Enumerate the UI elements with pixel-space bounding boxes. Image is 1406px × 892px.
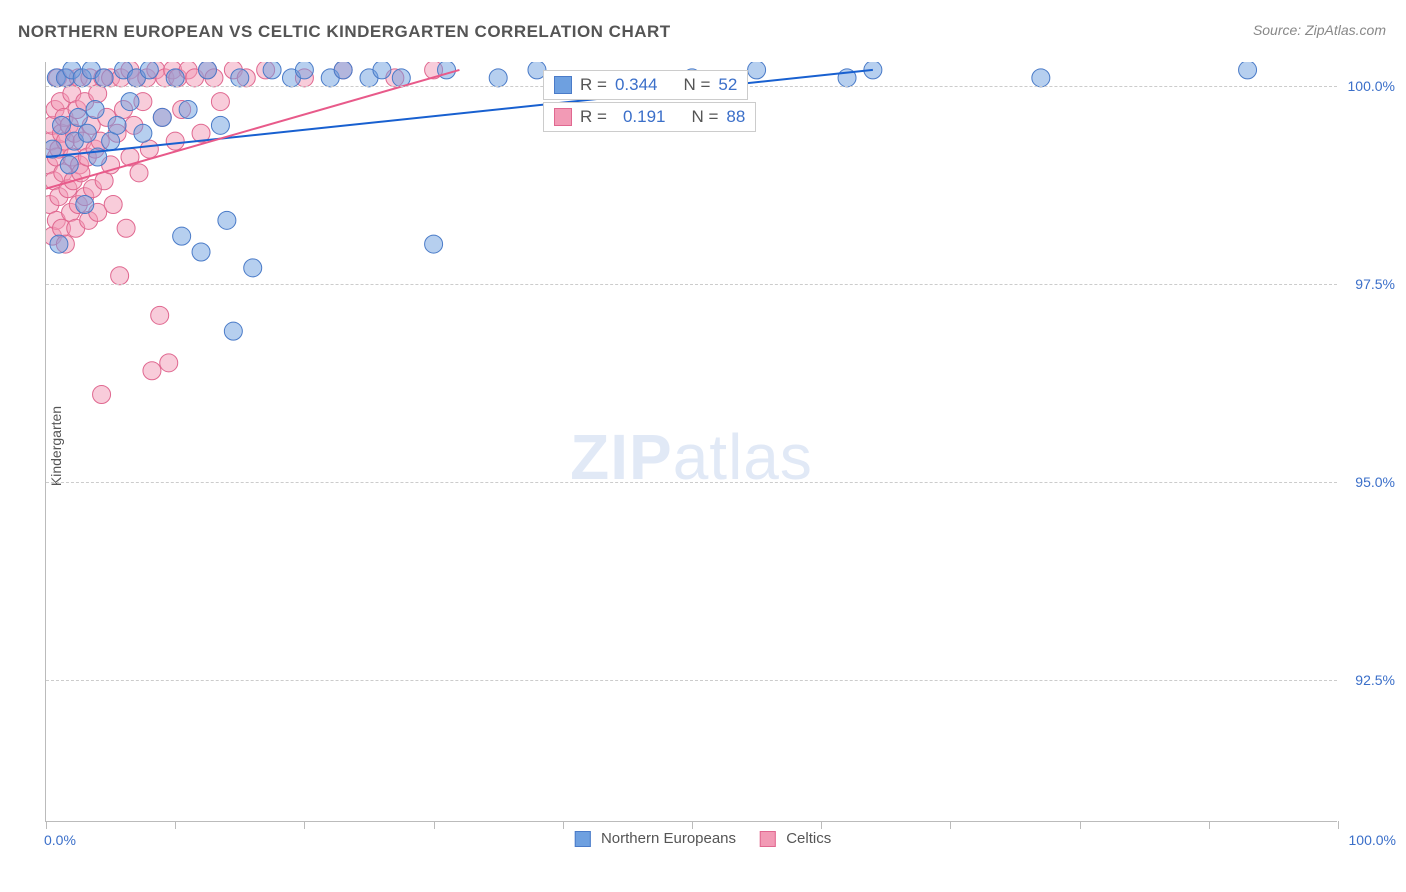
n-value: 52 [718, 75, 737, 95]
r-label: R = [580, 75, 607, 95]
data-point [160, 354, 178, 372]
y-tick-label: 92.5% [1355, 672, 1395, 688]
data-point [140, 62, 158, 79]
legend-swatch-blue [554, 76, 572, 94]
data-point [117, 219, 135, 237]
data-point [140, 140, 158, 158]
y-tick-label: 100.0% [1348, 78, 1395, 94]
gridline [46, 284, 1337, 285]
data-point [95, 69, 113, 87]
stats-box-series1: R = 0.344 N = 52 [543, 70, 748, 100]
data-point [53, 116, 71, 134]
trend-line [46, 70, 459, 189]
data-point [224, 322, 242, 340]
chart-container: NORTHERN EUROPEAN VS CELTIC KINDERGARTEN… [0, 0, 1406, 892]
x-tick [821, 821, 822, 829]
data-point [1032, 69, 1050, 87]
n-value: 88 [726, 107, 745, 127]
data-point [166, 132, 184, 150]
data-point [425, 235, 443, 253]
x-axis-min-label: 0.0% [44, 832, 76, 848]
data-point [334, 62, 352, 79]
data-point [86, 101, 104, 119]
data-point [489, 69, 507, 87]
chart-title: NORTHERN EUROPEAN VS CELTIC KINDERGARTEN… [18, 22, 671, 42]
legend-swatch-pink [554, 108, 572, 126]
data-point [102, 132, 120, 150]
data-point [218, 211, 236, 229]
data-point [166, 69, 184, 87]
data-point [199, 62, 217, 79]
data-point [1239, 62, 1257, 79]
data-point [151, 306, 169, 324]
data-point [153, 108, 171, 126]
r-value: 0.344 [615, 75, 658, 95]
data-point [76, 196, 94, 214]
x-tick [434, 821, 435, 829]
data-point [134, 124, 152, 142]
n-label: N = [683, 75, 710, 95]
data-point [192, 243, 210, 261]
x-tick [563, 821, 564, 829]
data-point [244, 259, 262, 277]
legend-label-1: Northern Europeans [601, 830, 736, 847]
gridline [46, 482, 1337, 483]
data-point [121, 93, 139, 111]
legend-swatch-pink [760, 831, 776, 847]
data-point [104, 196, 122, 214]
x-tick [1338, 821, 1339, 829]
x-tick [1209, 821, 1210, 829]
data-point [130, 164, 148, 182]
plot-area: ZIPatlas 92.5%95.0%97.5%100.0% R = 0.344… [45, 62, 1337, 822]
data-point [78, 124, 96, 142]
data-point [93, 386, 111, 404]
data-point [263, 62, 281, 79]
x-tick [692, 821, 693, 829]
y-tick-label: 97.5% [1355, 276, 1395, 292]
data-point [295, 62, 313, 79]
data-point [173, 227, 191, 245]
data-point [748, 62, 766, 79]
r-value: 0.191 [623, 107, 666, 127]
legend-item-1: Northern Europeans [575, 830, 736, 847]
legend-label-2: Celtics [786, 830, 831, 847]
x-tick [175, 821, 176, 829]
data-point [111, 267, 129, 285]
gridline [46, 680, 1337, 681]
data-point [50, 235, 68, 253]
x-tick [1080, 821, 1081, 829]
data-point [211, 93, 229, 111]
legend-item-2: Celtics [760, 830, 831, 847]
n-label: N = [691, 107, 718, 127]
x-tick [950, 821, 951, 829]
x-axis-max-label: 100.0% [1349, 832, 1396, 848]
legend-swatch-blue [575, 831, 591, 847]
stats-box-series2: R = 0.191 N = 88 [543, 102, 756, 132]
x-tick [304, 821, 305, 829]
data-point [179, 101, 197, 119]
scatter-svg [46, 62, 1338, 822]
data-point [211, 116, 229, 134]
data-point [60, 156, 78, 174]
source-attribution: Source: ZipAtlas.com [1253, 22, 1386, 38]
data-point [231, 69, 249, 87]
bottom-legend: Northern Europeans Celtics [575, 830, 831, 847]
data-point [89, 85, 107, 103]
x-tick [46, 821, 47, 829]
data-point [143, 362, 161, 380]
data-point [108, 116, 126, 134]
data-point [373, 62, 391, 79]
r-label: R = [580, 107, 607, 127]
data-point [69, 108, 87, 126]
y-tick-label: 95.0% [1355, 474, 1395, 490]
